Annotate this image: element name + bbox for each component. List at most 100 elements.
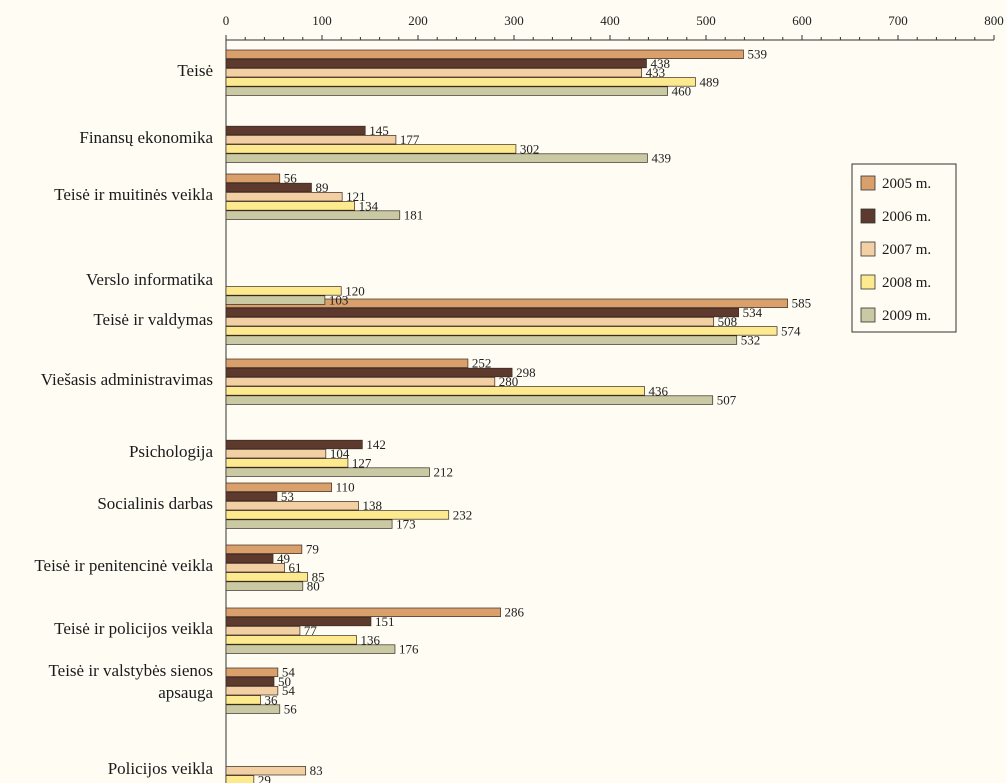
bar <box>225 395 714 405</box>
legend-swatch <box>860 274 876 290</box>
bar <box>225 326 778 336</box>
bar <box>225 491 278 502</box>
bar <box>225 766 307 776</box>
bar <box>225 201 355 211</box>
bar-value-label: 142 <box>366 437 386 452</box>
category-label: Socialinis darbas <box>97 494 213 513</box>
bar-value-label: 507 <box>717 393 737 408</box>
legend-label: 2008 m. <box>882 275 931 291</box>
bar <box>225 77 696 87</box>
bar-value-label: 36 <box>265 692 279 707</box>
bar <box>225 519 393 529</box>
bar <box>225 135 397 145</box>
bar-value-label: 173 <box>396 517 416 532</box>
category-label: Teisė ir penitencinė veikla <box>34 556 213 575</box>
bar-value-label: 79 <box>306 542 319 557</box>
bar <box>225 210 401 220</box>
bar <box>225 510 450 520</box>
bar <box>225 386 645 396</box>
bar-value-label: 121 <box>346 189 366 204</box>
bar-value-label: 127 <box>352 455 372 470</box>
category-label: Viešasis administravimas <box>41 370 213 389</box>
bar <box>225 644 396 654</box>
bar <box>225 439 363 450</box>
bar-value-label: 298 <box>516 365 536 380</box>
legend-swatch <box>860 175 876 191</box>
category-label: Finansų ekonomika <box>79 128 213 147</box>
bar <box>225 695 261 705</box>
bar-value-label: 61 <box>289 560 302 575</box>
bar <box>225 358 469 368</box>
bar-value-label: 53 <box>281 489 294 504</box>
category-label: Teisė ir policijos veikla <box>54 619 213 638</box>
bar <box>225 367 513 378</box>
bar-value-label: 120 <box>345 283 365 298</box>
x-tick-label: 400 <box>600 13 620 28</box>
bar <box>225 563 285 573</box>
bar-value-label: 286 <box>505 605 525 620</box>
bar <box>225 553 274 564</box>
x-tick-label: 100 <box>312 13 332 28</box>
bar-value-label: 433 <box>646 65 666 80</box>
bar-value-label: 56 <box>284 171 298 186</box>
bar-value-label: 85 <box>312 569 325 584</box>
bar <box>225 467 430 477</box>
bar-value-label: 539 <box>747 47 767 62</box>
bar <box>225 286 342 296</box>
bar <box>225 775 255 783</box>
x-tick-label: 300 <box>504 13 524 28</box>
bar <box>225 572 308 582</box>
bar <box>225 144 517 154</box>
bar-value-label: 534 <box>743 305 763 320</box>
bar-value-label: 532 <box>741 333 761 348</box>
bar-value-label: 104 <box>330 446 350 461</box>
legend-label: 2007 m. <box>882 242 931 258</box>
bar <box>225 458 349 468</box>
bar <box>225 182 312 193</box>
x-tick-label: 500 <box>696 13 716 28</box>
bar <box>225 153 648 163</box>
bar <box>225 335 738 345</box>
bar-value-label: 436 <box>649 383 669 398</box>
category-label: Teisė ir valstybės sienos <box>48 661 213 680</box>
legend-swatch <box>860 307 876 323</box>
bar <box>225 607 501 617</box>
bar <box>225 173 281 183</box>
bar-value-label: 29 <box>258 772 271 783</box>
bar <box>225 58 647 69</box>
bar <box>225 49 744 59</box>
category-label: Policijos veikla <box>108 759 214 778</box>
bar <box>225 544 303 554</box>
bar <box>225 616 372 627</box>
bar <box>225 676 275 687</box>
x-tick-label: 700 <box>888 13 908 28</box>
x-tick-label: 0 <box>223 13 230 28</box>
bar <box>225 626 301 636</box>
legend-label: 2006 m. <box>882 209 931 225</box>
bar <box>225 307 739 318</box>
bar <box>225 192 343 202</box>
bar <box>225 581 304 591</box>
bar-value-label: 585 <box>792 296 812 311</box>
x-tick-label: 800 <box>984 13 1004 28</box>
bar-value-label: 49 <box>277 551 290 566</box>
bar-value-label: 176 <box>399 642 419 657</box>
bar-value-label: 439 <box>651 151 671 166</box>
bar-value-label: 138 <box>362 498 382 513</box>
legend-swatch <box>860 241 876 257</box>
bar-value-label: 302 <box>520 141 540 156</box>
bar-value-label: 252 <box>472 356 492 371</box>
bar-value-label: 574 <box>781 323 801 338</box>
legend-label: 2005 m. <box>882 176 931 192</box>
bar <box>225 68 643 78</box>
bar <box>225 317 715 327</box>
bar <box>225 686 279 696</box>
bar-value-label: 460 <box>672 84 692 99</box>
bar-value-label: 110 <box>336 480 355 495</box>
category-label: Teisė <box>177 61 213 80</box>
bar-value-label: 68 <box>295 782 308 783</box>
bar-value-label: 212 <box>434 465 454 480</box>
category-label: Psichologija <box>129 442 214 461</box>
